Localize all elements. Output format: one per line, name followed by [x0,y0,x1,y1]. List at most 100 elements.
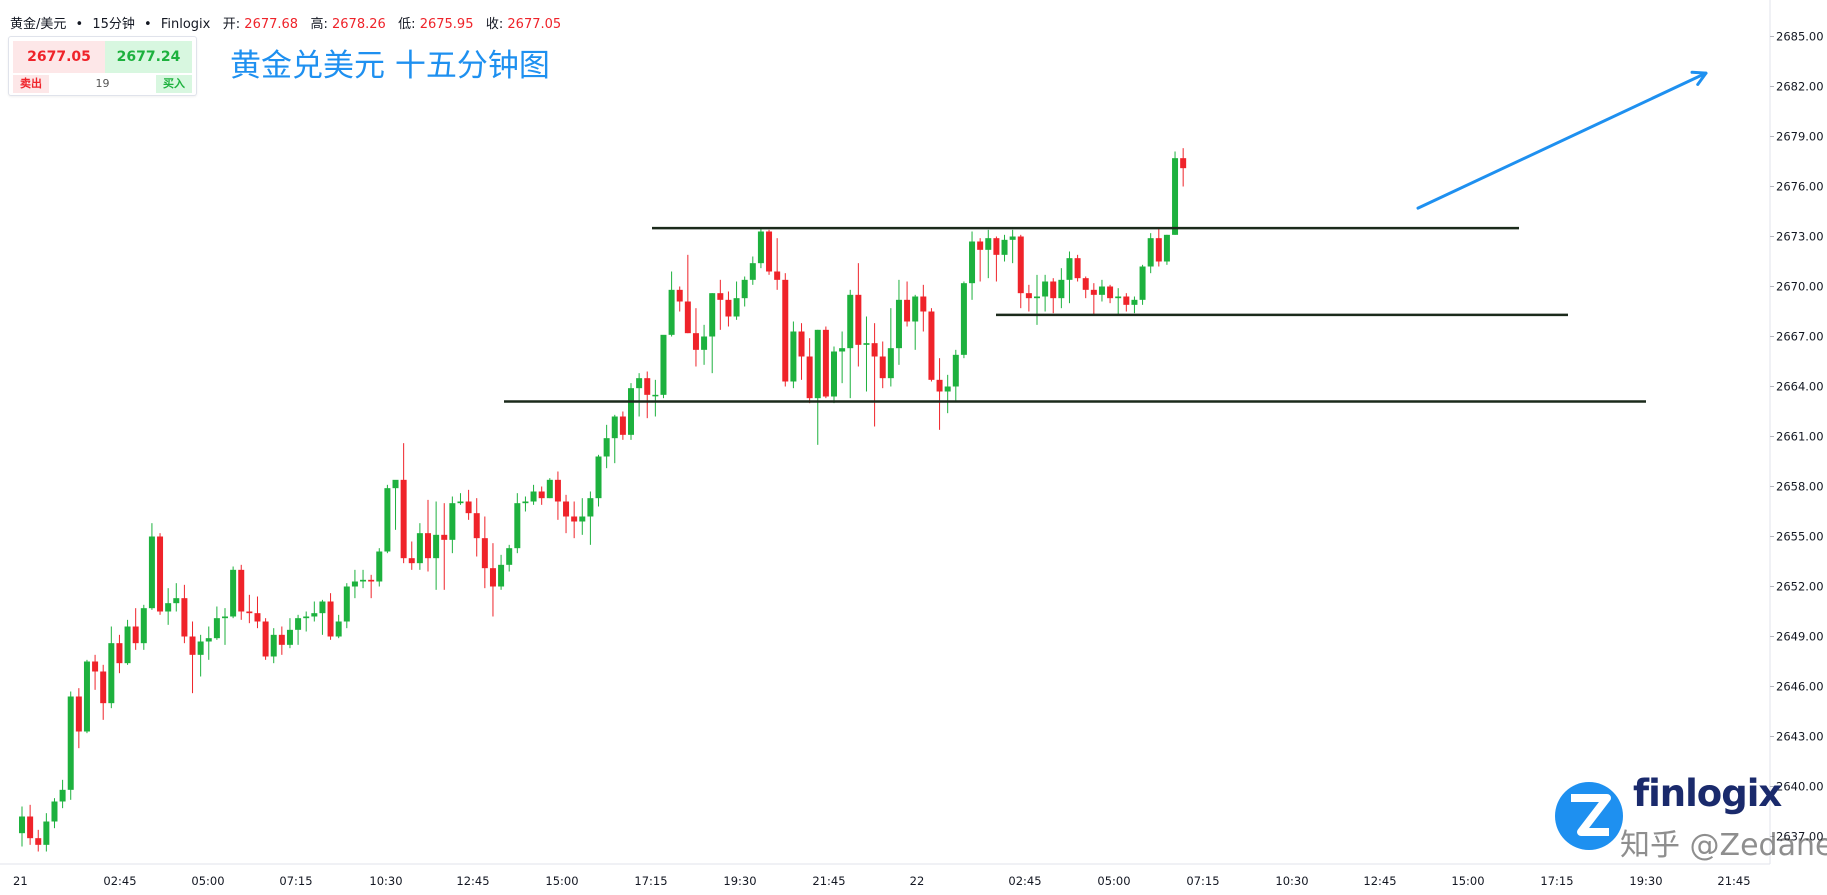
candle-body [822,329,829,397]
candle-body [408,558,415,564]
candle-body [871,343,878,357]
time-tick-label: 10:30 [1275,874,1308,888]
candle-body [254,613,261,622]
time-tick-label: 02:45 [103,874,136,888]
candle-body [351,581,358,587]
candle-body [936,379,943,392]
time-tick-label: 19:30 [723,874,756,888]
candle-body [1058,279,1065,299]
trade-panel: 2677.05 2677.24 卖出 19 买入 [8,36,197,96]
candle-body [1180,158,1187,169]
buy-price-button[interactable]: 2677.24 [105,41,192,73]
candle-body [1034,296,1040,299]
candle-body [1066,258,1073,280]
candle-body [806,356,813,399]
candle-body [514,503,521,549]
candle-body [603,438,610,457]
candle-body [993,238,1000,255]
candle-body [449,503,456,540]
candle-body [319,601,326,614]
candle-body [1042,281,1049,297]
candle-body [1001,239,1008,255]
timeframe: 15分钟 [92,17,135,32]
candle-body [205,638,212,642]
time-tick-label: 15:00 [545,874,578,888]
candle-body [546,479,553,499]
candle-body [51,801,58,822]
spread-value: 19 [95,77,110,90]
candle-body [668,289,675,335]
candle-body [189,636,196,655]
time-tick-label: 07:15 [279,874,312,888]
candle-body [140,608,147,644]
candle-body [400,479,407,559]
candle-body [839,348,846,352]
buy-button[interactable]: 买入 [156,75,192,93]
candle-body [676,289,683,302]
candle-body [100,671,107,704]
candle-body [43,821,50,845]
candle-body [270,634,277,657]
candle-body [116,643,123,664]
symbol-name: 黄金/美元 [10,17,67,32]
finlogix-logo-icon [1555,782,1623,850]
candle-body [197,641,204,655]
candle-body [977,241,984,250]
candle-body [489,568,496,587]
candle-body [571,516,578,522]
price-tick-label: 2643.00 [1776,730,1824,744]
time-tick-label: 21 [13,874,28,888]
candle-body [222,616,228,619]
candle-body [790,331,797,382]
price-tick-label: 2661.00 [1776,430,1824,444]
time-tick-label: 15:00 [1451,874,1484,888]
price-tick-label: 2649.00 [1776,630,1824,644]
candle-body [416,533,423,564]
candle-body [132,626,139,644]
candle-body [831,351,837,397]
candle-body [969,241,976,284]
candle-body [863,343,870,345]
candle-body [124,626,131,664]
chart-title: 黄金兑美元 十五分钟图 [230,48,550,84]
candle-body [774,271,781,280]
candle-body [425,533,431,559]
candle-body [327,601,334,637]
candle-body [920,296,927,312]
candle-body [636,378,643,389]
price-tick-label: 2670.00 [1776,280,1824,294]
time-tick-label: 22 [910,874,925,888]
candle-body [457,501,464,504]
candle-body [904,299,911,322]
sell-price-button[interactable]: 2677.05 [13,41,105,73]
candle-body [912,296,919,322]
price-tick-label: 2640.00 [1776,780,1824,794]
candle-body [1050,281,1057,299]
candle-body [814,329,821,399]
candle-body [928,311,935,380]
candle-body [619,416,626,435]
time-tick-label: 05:00 [191,874,224,888]
candle-body [83,661,90,732]
candle-body [473,513,480,539]
candle-body [75,696,82,732]
candle-body [1090,289,1097,295]
candle-body [230,569,237,617]
candle-body [35,838,42,845]
trend-arrow-head-icon [1690,70,1708,86]
candle-body [108,643,115,704]
candle-body [782,279,789,382]
candle-body [587,498,594,517]
time-tick-label: 12:45 [1363,874,1396,888]
candle-body [717,293,724,300]
candle-body [733,298,740,317]
candle-body [238,569,245,612]
sell-button[interactable]: 卖出 [13,75,49,93]
candle-body [855,294,862,345]
candle-body [441,534,448,540]
candle-body [985,238,992,250]
candle-body [1139,266,1146,300]
candle-body [392,479,399,489]
chart-header: 黄金/美元 • 15分钟 • Finlogix 开: 2677.68 高: 26… [10,17,562,32]
